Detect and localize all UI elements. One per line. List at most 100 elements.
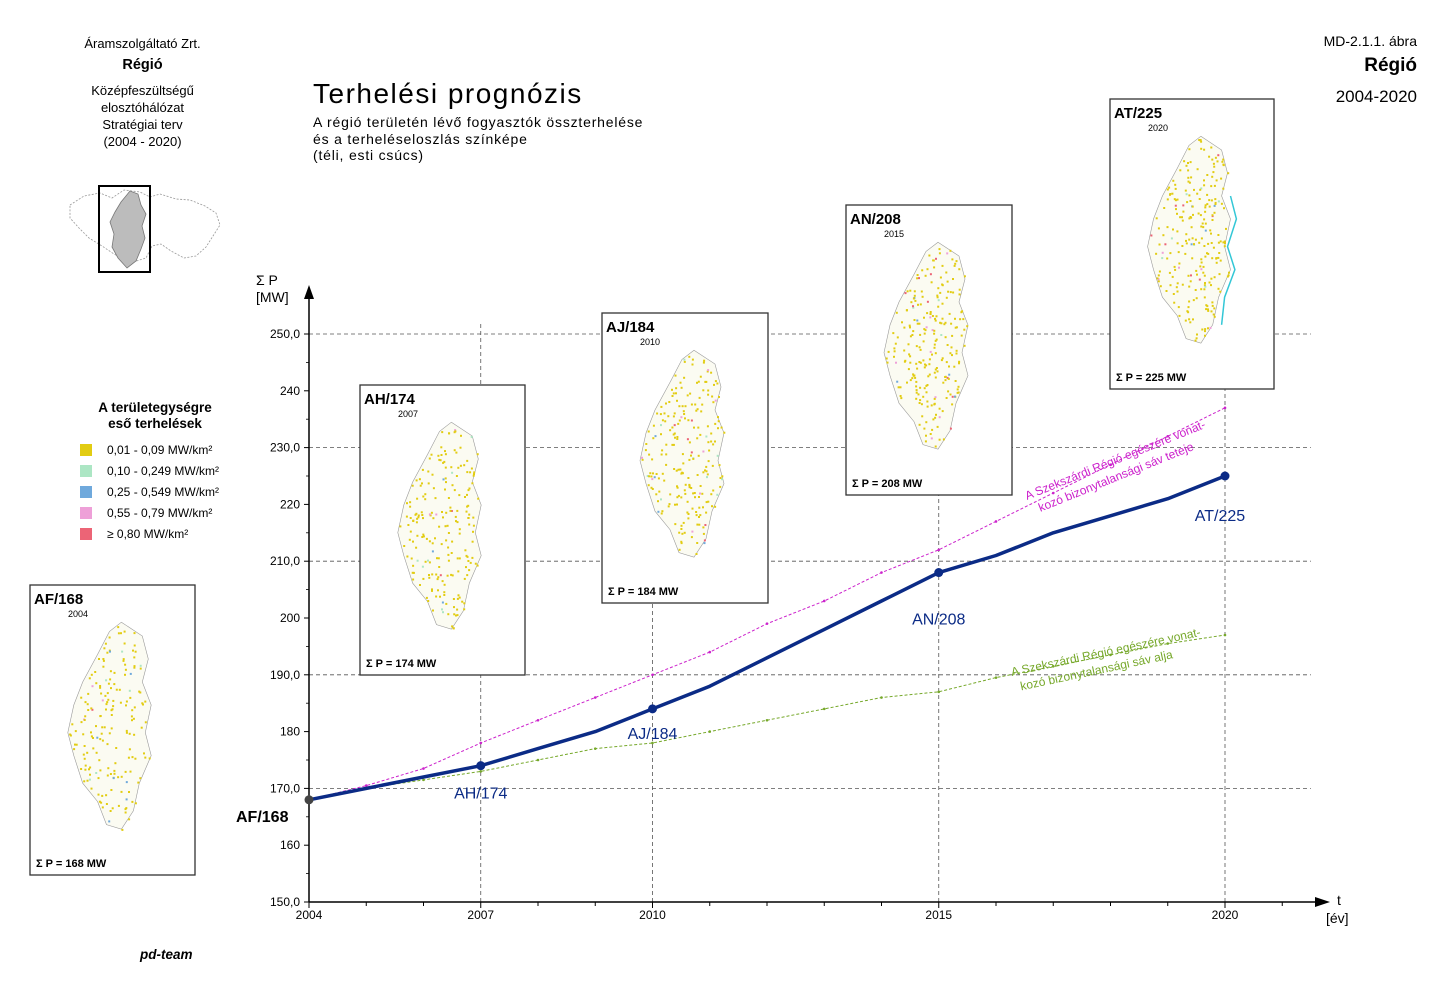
load-cell (677, 494, 680, 497)
load-cell (1179, 169, 1182, 172)
x-tick-label: 2007 (467, 908, 494, 922)
load-cell (122, 659, 125, 662)
load-cell (641, 458, 644, 461)
load-cell (903, 326, 906, 329)
load-cell (1220, 177, 1223, 180)
load-cell (95, 772, 98, 774)
load-cell (1208, 281, 1211, 284)
load-cell (945, 296, 948, 299)
load-cell (705, 465, 708, 468)
load-cell (651, 458, 654, 461)
load-cell (674, 523, 677, 526)
load-cell (923, 332, 926, 335)
load-cell (1176, 212, 1178, 215)
load-cell (438, 458, 441, 461)
load-cell (1157, 274, 1160, 277)
load-cell (455, 520, 457, 523)
load-cell (139, 664, 142, 667)
load-cell (1219, 290, 1222, 293)
load-cell (939, 276, 942, 279)
upper-series-point (1051, 491, 1055, 495)
load-cell (406, 555, 409, 558)
load-cell (439, 595, 441, 598)
load-cell (641, 456, 643, 459)
load-cell (1222, 187, 1225, 190)
load-cell (447, 497, 450, 499)
load-cell (430, 453, 433, 456)
load-cell (101, 794, 104, 797)
load-cell (960, 334, 963, 337)
load-cell (144, 721, 147, 724)
load-cell (657, 500, 659, 503)
load-cell (713, 383, 715, 386)
load-cell (439, 574, 442, 577)
load-cell (99, 715, 102, 717)
load-cell (424, 560, 427, 563)
load-cell (128, 791, 130, 793)
load-cell (1209, 229, 1212, 232)
load-cell (1199, 139, 1202, 142)
load-cell (696, 523, 699, 526)
load-cell (920, 290, 923, 293)
load-cell (1166, 226, 1169, 229)
load-cell (1158, 243, 1161, 246)
load-cell (723, 431, 726, 434)
load-cell (691, 507, 694, 510)
load-cell (466, 574, 469, 577)
map-code: AH/174 (364, 391, 416, 408)
load-cell (935, 315, 938, 318)
load-cell (1204, 210, 1207, 213)
load-cell (651, 478, 654, 481)
load-cell (431, 473, 434, 476)
load-cell (1174, 199, 1177, 202)
load-cell (939, 321, 942, 324)
load-cell (703, 539, 706, 542)
load-cell (120, 632, 122, 635)
load-cell (144, 700, 147, 703)
load-cell (672, 443, 675, 446)
load-cell (700, 410, 703, 413)
load-cell (99, 769, 102, 772)
load-cell (652, 472, 654, 475)
load-cell (702, 361, 705, 364)
load-cell (463, 602, 466, 605)
load-cell (892, 332, 895, 335)
key-point (1220, 471, 1230, 481)
load-cell (1210, 284, 1212, 287)
load-cell (124, 770, 127, 773)
load-cell (463, 608, 466, 611)
load-cell (405, 515, 408, 518)
load-cell (905, 309, 908, 312)
load-cell (921, 415, 924, 418)
load-cell (129, 672, 132, 675)
load-cell (409, 530, 412, 533)
load-cell (928, 254, 931, 257)
load-cell (80, 721, 83, 724)
load-cell (908, 324, 911, 327)
load-cell (937, 305, 940, 308)
load-cell (467, 504, 470, 507)
legend-item: 0,01 - 0,09 MW/km² (80, 441, 212, 459)
load-cell (941, 410, 944, 413)
load-cell (716, 454, 719, 457)
load-cell (957, 385, 960, 388)
key-point (934, 568, 944, 578)
lower-series-point (422, 778, 425, 782)
upper-series-point (1109, 463, 1112, 466)
legend-item: ≥ 0,80 MW/km² (80, 525, 188, 543)
load-cell (660, 512, 663, 515)
load-cell (1194, 238, 1197, 241)
load-cell (646, 475, 649, 477)
load-cell (447, 613, 450, 616)
load-cell (959, 318, 962, 321)
load-cell (680, 386, 683, 389)
load-cell (1156, 277, 1159, 280)
region-shape (109, 190, 147, 269)
load-cell (99, 738, 102, 741)
load-cell (1173, 198, 1176, 201)
load-cell (435, 573, 438, 576)
load-cell (933, 332, 936, 335)
load-cell (949, 352, 952, 355)
